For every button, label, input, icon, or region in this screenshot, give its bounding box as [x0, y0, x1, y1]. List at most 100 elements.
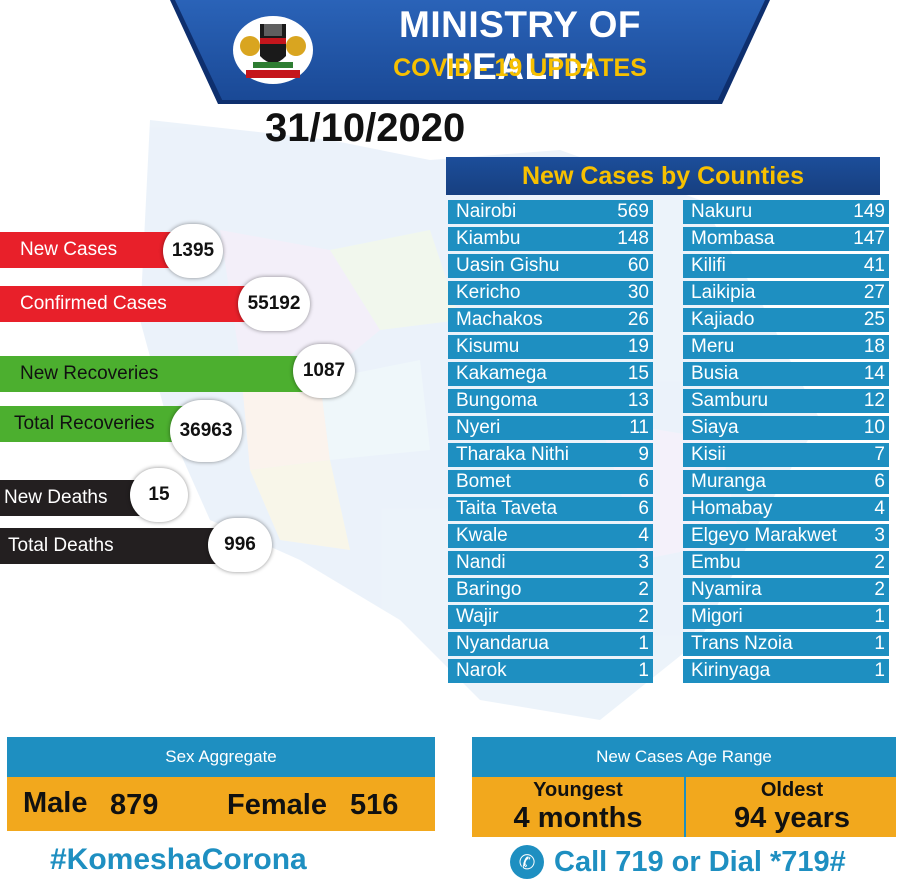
county-name: Meru [691, 336, 735, 357]
county-value: 1 [874, 633, 885, 654]
county-row: Meru 18 [683, 335, 889, 359]
new-recoveries-bar: New Recoveries [0, 356, 310, 392]
age-range-heading: New Cases Age Range [472, 737, 896, 777]
county-row: Nakuru 149 [683, 200, 889, 224]
new-recoveries-value: 1087 [293, 344, 355, 398]
county-row: Migori 1 [683, 605, 889, 629]
county-name: Laikipia [691, 282, 756, 303]
county-row: Nairobi 569 [448, 200, 653, 224]
oldest-cell: Oldest 94 years [686, 777, 898, 835]
male-label: Male [23, 787, 88, 819]
county-name: Mombasa [691, 228, 775, 249]
sex-aggregate-body: Male 879 Female 516 [7, 777, 435, 831]
county-value: 26 [627, 309, 649, 330]
county-row: Kwale 4 [448, 524, 653, 548]
county-value: 6 [638, 471, 649, 492]
county-value: 4 [874, 498, 885, 519]
county-name: Kilifi [691, 255, 726, 276]
county-value: 27 [863, 282, 885, 303]
county-name: Nyamira [691, 579, 762, 600]
county-name: Bomet [456, 471, 511, 492]
county-name: Kericho [456, 282, 521, 303]
county-name: Nandi [456, 552, 506, 573]
county-row: Kirinyaga 1 [683, 659, 889, 683]
oldest-label: Oldest [760, 779, 824, 801]
county-row: Tharaka Nithi 9 [448, 443, 653, 467]
county-value: 4 [638, 525, 649, 546]
county-value: 41 [863, 255, 885, 276]
county-value: 3 [874, 525, 885, 546]
county-value: 12 [863, 390, 885, 411]
new-cases-bar: New Cases [0, 232, 180, 268]
county-row: Kisumu 19 [448, 335, 653, 359]
county-value: 10 [863, 417, 885, 438]
county-name: Nakuru [691, 201, 753, 222]
county-name: Kiambu [456, 228, 521, 249]
county-value: 18 [863, 336, 885, 357]
county-value: 6 [874, 471, 885, 492]
county-name: Nyandarua [456, 633, 549, 654]
county-value: 3 [638, 552, 649, 573]
phone-icon: ✆ [510, 845, 544, 879]
new-deaths-value: 15 [130, 468, 188, 522]
county-row: Nyeri 11 [448, 416, 653, 440]
county-value: 19 [627, 336, 649, 357]
youngest-label: Youngest [533, 779, 623, 801]
county-value: 11 [629, 417, 649, 438]
total-deaths-label: Total Deaths [8, 535, 114, 556]
county-row: Uasin Gishu 60 [448, 254, 653, 278]
county-row: Trans Nzoia 1 [683, 632, 889, 656]
total-recoveries-bar: Total Recoveries [0, 406, 195, 442]
county-name: Trans Nzoia [691, 633, 793, 654]
total-deaths-bar: Total Deaths [0, 528, 222, 564]
coat-of-arms-icon [233, 16, 313, 84]
county-row: Nandi 3 [448, 551, 653, 575]
county-name: Kajiado [691, 309, 755, 330]
county-value: 2 [638, 579, 649, 600]
new-deaths-label: New Deaths [4, 487, 108, 508]
county-name: Kakamega [456, 363, 547, 384]
county-name: Kisii [691, 444, 726, 465]
county-name: Siaya [691, 417, 739, 438]
county-row: Laikipia 27 [683, 281, 889, 305]
county-row: Kajiado 25 [683, 308, 889, 332]
county-name: Elgeyo Marakwet [691, 525, 837, 546]
call-text: Call 719 or Dial *719# [554, 845, 846, 878]
county-name: Tharaka Nithi [456, 444, 569, 465]
county-name: Kwale [456, 525, 508, 546]
county-value: 9 [638, 444, 649, 465]
county-row: Bomet 6 [448, 470, 653, 494]
county-row: Muranga 6 [683, 470, 889, 494]
new-deaths-bar: New Deaths [0, 480, 142, 516]
call-line: ✆ Call 719 or Dial *719# [510, 845, 846, 879]
county-value: 7 [874, 444, 885, 465]
county-row: Bungoma 13 [448, 389, 653, 413]
county-row: Elgeyo Marakwet 3 [683, 524, 889, 548]
page-subtitle: COVID - 19 UPDATES [393, 54, 647, 82]
county-row: Kericho 30 [448, 281, 653, 305]
page-title: MINISTRY OF HEALTH [399, 4, 641, 87]
county-row: Mombasa 147 [683, 227, 889, 251]
confirmed-cases-value: 55192 [238, 277, 310, 331]
county-row: Kilifi 41 [683, 254, 889, 278]
county-row: Machakos 26 [448, 308, 653, 332]
total-recoveries-value: 36963 [170, 400, 242, 462]
county-name: Uasin Gishu [456, 255, 560, 276]
county-row: Siaya 10 [683, 416, 889, 440]
county-value: 2 [638, 606, 649, 627]
county-row: Embu 2 [683, 551, 889, 575]
counties-heading: New Cases by Counties [446, 157, 880, 195]
county-row: Kisii 7 [683, 443, 889, 467]
county-row: Baringo 2 [448, 578, 653, 602]
age-range-body: Youngest 4 months Oldest 94 years [472, 777, 896, 837]
county-row: Nyandarua 1 [448, 632, 653, 656]
county-value: 1 [874, 660, 885, 681]
county-row: Kiambu 148 [448, 227, 653, 251]
county-value: 60 [627, 255, 649, 276]
county-value: 148 [617, 228, 649, 249]
county-value: 569 [617, 201, 649, 222]
oldest-value: 94 years [733, 802, 851, 834]
county-value: 14 [863, 363, 885, 384]
county-row: Busia 14 [683, 362, 889, 386]
county-name: Nyeri [456, 417, 501, 438]
